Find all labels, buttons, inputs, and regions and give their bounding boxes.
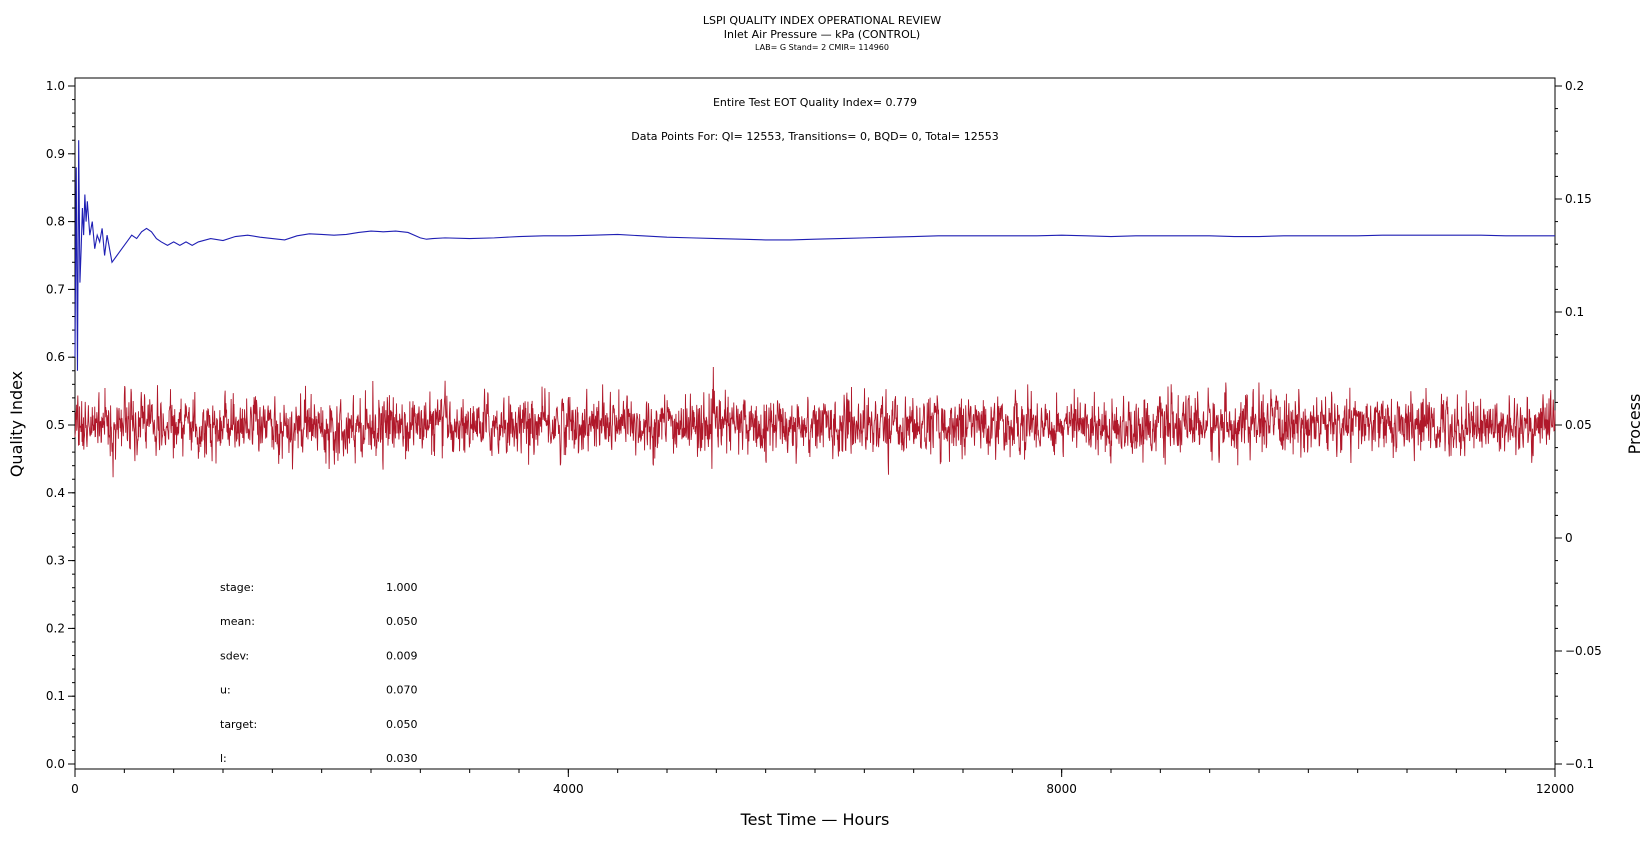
x-tick-label: 12000 [1536, 782, 1574, 796]
y2-tick-label: −0.1 [1565, 757, 1594, 771]
y2-tick-label: 0 [1565, 531, 1573, 545]
x-tick-label: 0 [71, 782, 79, 796]
chart-title: LSPI QUALITY INDEX OPERATIONAL REVIEW [703, 14, 941, 27]
y-axis-right: −0.1 −0.05 0 0.05 0.1 0.15 0.2 [1555, 79, 1602, 771]
stat-label: target: [220, 718, 257, 731]
y-tick-label: 0.5 [46, 418, 65, 432]
chart-lab-info: LAB= G Stand= 2 CMIR= 114960 [755, 43, 889, 52]
y2-axis-label: Process [1625, 394, 1644, 455]
y-tick-label: 1.0 [46, 79, 65, 93]
stat-value: 1.000 [386, 581, 418, 594]
stat-label: stage: [220, 581, 254, 594]
y-tick-label: 0.4 [46, 486, 65, 500]
data-points-annotation: Data Points For: QI= 12553, Transitions=… [631, 130, 999, 143]
stat-label: sdev: [220, 649, 249, 662]
y2-tick-label: −0.05 [1565, 644, 1602, 658]
y2-tick-label: 0.1 [1565, 305, 1584, 319]
y-tick-label: 0.7 [46, 282, 65, 296]
y2-tick-label: 0.15 [1565, 192, 1592, 206]
stat-label: mean: [220, 615, 255, 628]
x-tick-label: 8000 [1046, 782, 1077, 796]
y-tick-label: 0.9 [46, 147, 65, 161]
chart-subtitle: Inlet Air Pressure — kPa (CONTROL) [724, 28, 920, 41]
x-axis: 0 4000 8000 12000 [71, 769, 1574, 796]
process-series [74, 366, 1556, 478]
y-tick-label: 0.6 [46, 350, 65, 364]
stat-value: 0.050 [386, 718, 418, 731]
stats-table: stage: 1.000 mean: 0.050 sdev: 0.009 u: 0.070 ta… [220, 581, 418, 765]
quality-index-line [74, 140, 1555, 371]
y-axis-left: 0.0 0.1 0.2 0.3 0.4 0.5 0.6 0.7 0.8 0.9 1.0 [46, 79, 75, 771]
quality-index-annotation: Entire Test EOT Quality Index= 0.779 [713, 96, 917, 109]
y-tick-label: 0.3 [46, 554, 65, 568]
y-tick-label: 0.0 [46, 757, 65, 771]
y-tick-label: 0.2 [46, 621, 65, 635]
process-series-line [74, 366, 1556, 478]
stat-value: 0.009 [386, 649, 418, 662]
stat-value: 0.070 [386, 684, 418, 697]
y-tick-label: 0.1 [46, 689, 65, 703]
y2-tick-label: 0.2 [1565, 79, 1584, 93]
x-tick-label: 4000 [553, 782, 584, 796]
stat-label: l: [220, 752, 227, 765]
y2-tick-label: 0.05 [1565, 418, 1592, 432]
y-axis-label: Quality Index [7, 371, 26, 477]
quality-index-series [74, 140, 1555, 371]
y-tick-label: 0.8 [46, 215, 65, 229]
stat-value: 0.050 [386, 615, 418, 628]
stat-label: u: [220, 684, 231, 697]
stat-value: 0.030 [386, 752, 418, 765]
x-axis-label: Test Time — Hours [740, 810, 890, 829]
